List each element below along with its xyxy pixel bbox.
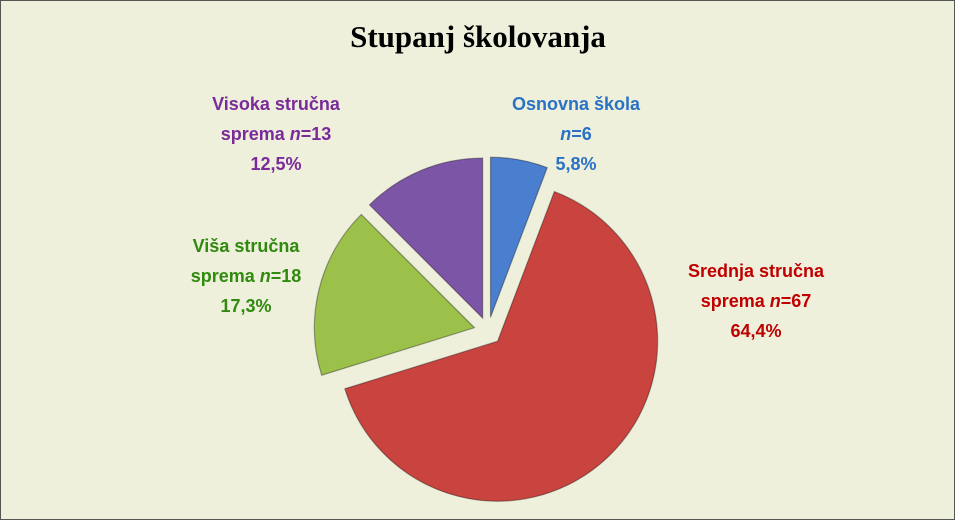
count-label: n=18	[259, 266, 302, 286]
slice-label: Osnovna škola n=6 5,8%	[506, 89, 646, 179]
category-name: Viša stručna sprema	[190, 236, 300, 286]
pie-slice	[344, 190, 659, 502]
chart-title: Stupanj školovanja	[350, 19, 606, 54]
count-label: n=13	[289, 124, 332, 144]
percentage-label: 17,3%	[220, 296, 272, 316]
pie-slice	[489, 156, 549, 318]
slice-label: Visoka stručna sprema n=13 12,5%	[196, 89, 356, 179]
percentage-label: 5,8%	[555, 154, 597, 174]
count-label: n=67	[769, 291, 812, 311]
category-name: Visoka stručna sprema	[212, 94, 340, 144]
percentage-label: 64,4%	[730, 321, 782, 341]
slice-label: Srednja stručna sprema n=67 64,4%	[671, 256, 841, 346]
slice-label: Viša stručna sprema n=18 17,3%	[161, 231, 331, 321]
pie-slice	[368, 157, 484, 320]
pie-slice	[313, 213, 476, 377]
count-label: n=6	[560, 124, 592, 144]
category-name: Srednja stručna sprema	[687, 261, 825, 311]
percentage-label: 12,5%	[250, 154, 302, 174]
category-name: Osnovna škola	[511, 94, 641, 114]
